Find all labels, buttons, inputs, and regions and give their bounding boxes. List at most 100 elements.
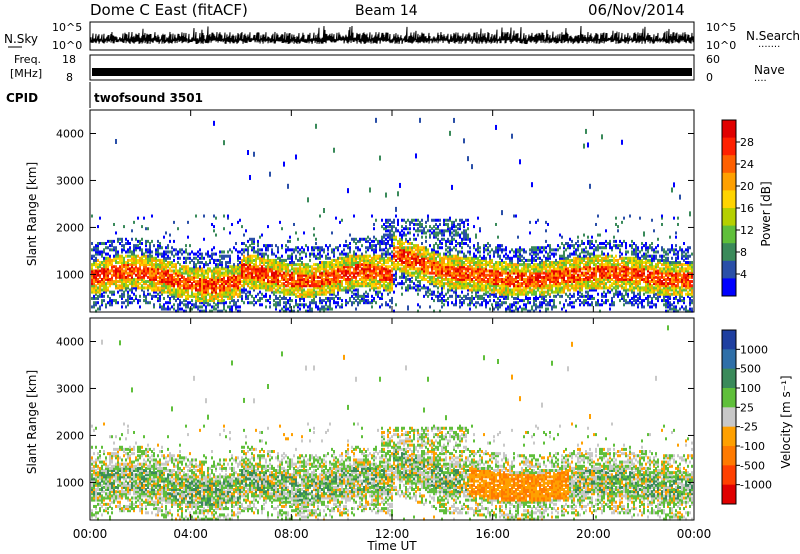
power-cell [407,218,409,222]
power-cell [517,275,519,279]
power-cell [543,280,545,284]
power-cell [347,258,349,262]
power-cell [219,294,221,298]
power-cell [133,250,135,254]
power-cell [281,265,283,269]
power-cell [125,277,127,281]
power-cell [441,290,443,294]
power-cell [337,286,339,290]
power-cell [373,275,375,279]
power-cell [413,244,415,248]
power-cell [131,250,133,254]
power-cell [253,246,255,250]
power-cell [245,229,247,233]
plot-title: Dome C East (fitACF) [90,1,248,19]
power-cell [315,301,317,305]
power-cell [279,309,281,313]
power-cell [457,254,459,258]
power-cell [187,282,189,286]
power-cell [293,263,295,267]
power-cell [359,265,361,269]
power-cell [193,261,195,265]
power-cell [253,271,255,275]
power-cell [111,248,113,252]
power-cell [435,277,437,281]
power-cell [481,258,483,262]
power-cell [215,282,217,286]
power-cell [205,261,207,265]
power-cell [499,299,501,303]
power-cell [155,282,157,286]
power-cell [337,256,339,260]
power-cell [421,248,423,252]
power-cell [249,286,251,290]
power-cell [465,242,467,246]
power-cell [371,248,373,252]
power-cell [351,263,353,267]
power-cell [259,280,261,284]
power-cell [423,250,425,254]
power-cell [505,296,507,300]
power-cell [447,303,449,307]
power-cell [297,271,299,275]
power-cell [535,254,537,258]
power-cell [119,267,121,271]
power-cell [297,280,299,284]
power-cell [461,280,463,284]
power-cell [549,275,551,279]
power-cell [221,286,223,290]
power-cell [467,235,469,239]
power-cell [391,280,393,284]
power-cell [383,235,385,239]
power-cell [201,296,203,300]
power-cell [435,282,437,286]
power-cell [383,286,385,290]
power-cell [151,269,153,273]
power-cell [327,307,329,311]
power-cell [125,280,127,284]
power-cell [325,284,327,288]
power-cell [451,284,453,288]
power-cell [117,256,119,260]
power-cell [441,288,443,292]
power-cell [439,242,441,246]
power-cell [243,275,245,279]
power-cell [107,267,109,271]
power-cell [341,275,343,279]
power-cell [149,242,151,246]
power-cell [277,273,279,277]
power-cell [133,280,135,284]
power-cell [409,252,411,256]
power-cell [127,271,129,275]
power-cell [279,280,281,284]
power-cell [255,286,257,290]
power-cell [433,256,435,260]
power-cell [241,273,243,277]
power-cell [473,254,475,258]
power-cell [105,284,107,288]
power-cell [381,258,383,262]
power-cell [391,229,393,233]
power-cell [165,284,167,288]
power-cell [103,248,105,252]
power-cell [279,284,281,288]
power-cell [275,284,277,288]
power-cell [333,248,335,252]
power-cell [131,282,133,286]
power-cell [333,273,335,277]
power-cell [405,263,407,267]
power-cell [227,277,229,281]
power-cell [471,269,473,273]
power-cell [429,265,431,269]
power-cell [471,290,473,294]
power-cell [211,296,213,300]
power-cell [145,282,147,286]
power-cell [451,225,453,229]
power-cell [469,288,471,292]
power-cell [465,277,467,281]
power-cell [543,271,545,275]
power-cell [199,265,201,269]
power-cell [455,296,457,300]
power-cell [479,229,481,233]
power-cell [289,288,291,292]
